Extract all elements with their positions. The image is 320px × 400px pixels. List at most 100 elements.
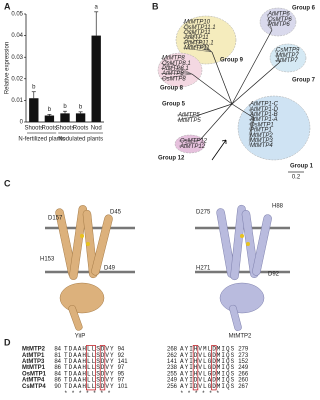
leaf-label: MtMTP2	[250, 133, 273, 139]
branch	[266, 24, 273, 31]
sequence: TDAAHLLSDVY	[64, 352, 115, 359]
structures	[45, 204, 290, 331]
leaf-label: OsMTP12	[180, 139, 208, 145]
branch	[178, 139, 201, 147]
sequence: AYIDVLGDMIQS	[180, 383, 235, 390]
y-tick-label: 0.03	[11, 55, 23, 61]
branch	[231, 103, 255, 119]
branch	[231, 29, 273, 105]
position: 92	[118, 353, 125, 359]
position: 97	[118, 365, 125, 371]
group-label: Group 12	[158, 156, 185, 162]
branch	[248, 103, 255, 119]
conserved-box	[99, 345, 106, 391]
position: 249	[238, 365, 249, 371]
conservation: * * * * * * *	[64, 390, 111, 397]
group-label: Group 6	[292, 6, 316, 12]
sequence: TDAAHLLSDVY	[64, 383, 115, 390]
residue-label: D275	[196, 210, 211, 216]
bar	[75, 113, 86, 122]
protein-name: AtMTP1	[22, 353, 45, 359]
significance-letter: b	[48, 107, 52, 113]
significance-letter: b	[32, 84, 36, 90]
position: 94	[118, 347, 125, 353]
branch	[248, 117, 255, 146]
position: 95	[118, 371, 125, 377]
leaf-label: PtMTP11.1	[184, 40, 214, 46]
branch	[274, 60, 281, 63]
branch	[182, 37, 213, 53]
leaf-label: MtMTP5	[178, 118, 201, 124]
x-tick-label: Nod	[91, 126, 102, 132]
protein-name: MtMTP2	[229, 334, 252, 340]
position: 81	[54, 353, 61, 359]
branch	[248, 114, 255, 119]
branch	[231, 61, 281, 105]
leaf-label: AtMTP8	[161, 71, 184, 77]
protein-name: YiiP	[75, 334, 85, 340]
leaf-label: CsMTP9	[276, 48, 300, 54]
position: 90	[54, 384, 61, 390]
protein-name: AtMTP4	[22, 378, 45, 384]
sequence: TDAAHLLSDVY	[64, 364, 115, 371]
residue-label: H153	[40, 257, 55, 263]
clade-shade	[269, 43, 307, 73]
leaf-label: AtMTP5	[177, 113, 200, 119]
position: 86	[54, 365, 61, 371]
significance-letter: b	[79, 104, 83, 110]
sequence: TDAAHLLSDVY	[64, 377, 115, 384]
branch	[182, 32, 213, 53]
branch	[274, 55, 281, 63]
branch	[160, 68, 193, 75]
leaf-label: MtMTP3	[250, 138, 273, 144]
leaf-label: AtMTP1-B	[249, 112, 278, 118]
branch	[176, 115, 197, 121]
branch	[182, 42, 213, 53]
position: 256	[167, 384, 178, 390]
branch	[176, 114, 197, 117]
leaf-label: AtMTP1-C	[249, 102, 279, 108]
position: 101	[118, 384, 129, 390]
branch	[248, 117, 255, 120]
position: 86	[54, 378, 61, 384]
metal-site	[240, 234, 244, 238]
protein-name: AtMTP3	[22, 359, 45, 365]
group-label: Nodulated plants	[58, 137, 103, 143]
scale-label: 0.2	[292, 175, 301, 181]
bar	[29, 98, 39, 122]
x-tick-label: Roots	[73, 126, 89, 132]
branch	[191, 73, 233, 105]
conserved-box	[192, 345, 199, 391]
panel-label: D	[4, 337, 11, 347]
residue-label: D157	[48, 216, 63, 222]
leaf-label: PtMTP8.1	[162, 66, 189, 72]
protein-name: MtMTP1	[22, 365, 46, 371]
conserved-box	[211, 345, 217, 391]
y-tick-label: 0.01	[11, 98, 23, 104]
bar	[91, 35, 101, 122]
protein-name: MtMTP2	[22, 347, 46, 353]
position: 268	[167, 347, 178, 353]
arrow	[211, 139, 227, 161]
branch	[211, 51, 233, 105]
sequence: AYIDVLADMIQS	[180, 377, 235, 384]
branch	[266, 13, 273, 31]
branch	[248, 117, 255, 131]
clade-shade	[174, 134, 206, 154]
leaf-label: MtMTP4	[250, 143, 273, 149]
leaf-label: AtMTP6	[267, 12, 290, 18]
x-tick-label: Roots	[42, 126, 58, 132]
protein-name: OsMTP1	[22, 371, 47, 377]
leaf-label: AtMTP1-A	[249, 117, 278, 123]
residue-label: H271	[196, 266, 211, 272]
leaf-label: AtMTP12	[179, 144, 206, 150]
sequence: TDAAHLLSDVY	[64, 370, 115, 377]
group-label: Group 8	[160, 86, 184, 92]
branch	[160, 57, 193, 75]
bar	[44, 115, 55, 122]
position: 238	[167, 365, 178, 371]
leaf-label: AtMTP1-D	[249, 107, 279, 113]
leaf-label: MtMTP11	[184, 46, 210, 52]
residue-label: D92	[268, 272, 280, 278]
